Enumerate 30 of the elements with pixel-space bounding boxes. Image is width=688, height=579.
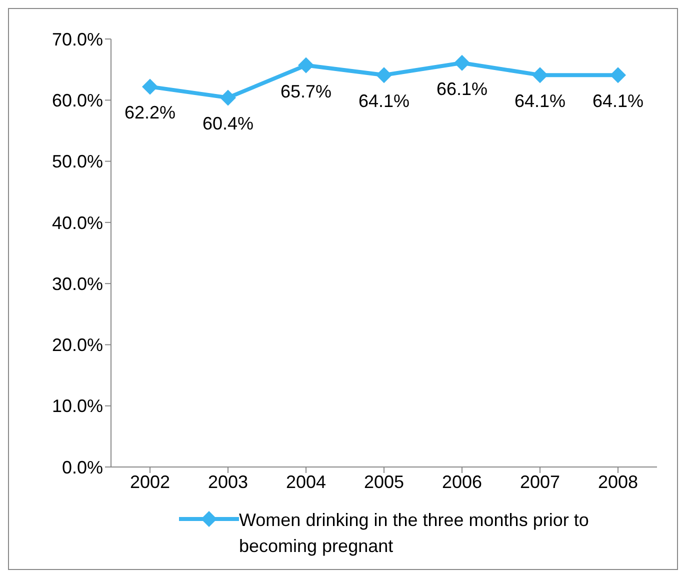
y-tick-label: 40.0% [52, 212, 103, 233]
y-tick-label: 50.0% [52, 152, 103, 172]
data-label: 64.1% [592, 91, 644, 112]
data-label: 64.1% [358, 91, 410, 112]
x-tick-label: 2007 [520, 472, 560, 492]
point [142, 78, 158, 95]
point [220, 90, 236, 106]
x-tick-label: 2008 [598, 472, 638, 492]
x-tick-label: 2004 [286, 472, 326, 492]
y-tick-label: 20.0% [52, 335, 103, 356]
y-tick-label: 60.0% [52, 90, 103, 111]
data-label: 62.2% [124, 102, 176, 123]
y-tick-label: 70.0% [52, 29, 103, 50]
y-tick-label: 0.0% [62, 457, 103, 478]
y-tick-label: 10.0% [52, 396, 103, 416]
point [532, 67, 548, 84]
x-tick-label: 2006 [442, 472, 482, 492]
x-tick-label: 2003 [208, 472, 248, 492]
legend-label: Women drinking in the three months prior to becoming pregnant [239, 509, 590, 558]
x-tick-label: 2002 [130, 472, 170, 492]
data-label: 65.7% [280, 81, 332, 102]
data-label: 66.1% [436, 78, 488, 99]
point [376, 67, 392, 84]
data-label: 64.1% [514, 91, 566, 112]
data-label: 60.4% [202, 114, 254, 134]
point [454, 54, 470, 71]
point [610, 67, 626, 84]
y-tick-label: 30.0% [52, 274, 103, 294]
x-tick-label: 2005 [364, 472, 404, 492]
point [298, 57, 314, 74]
